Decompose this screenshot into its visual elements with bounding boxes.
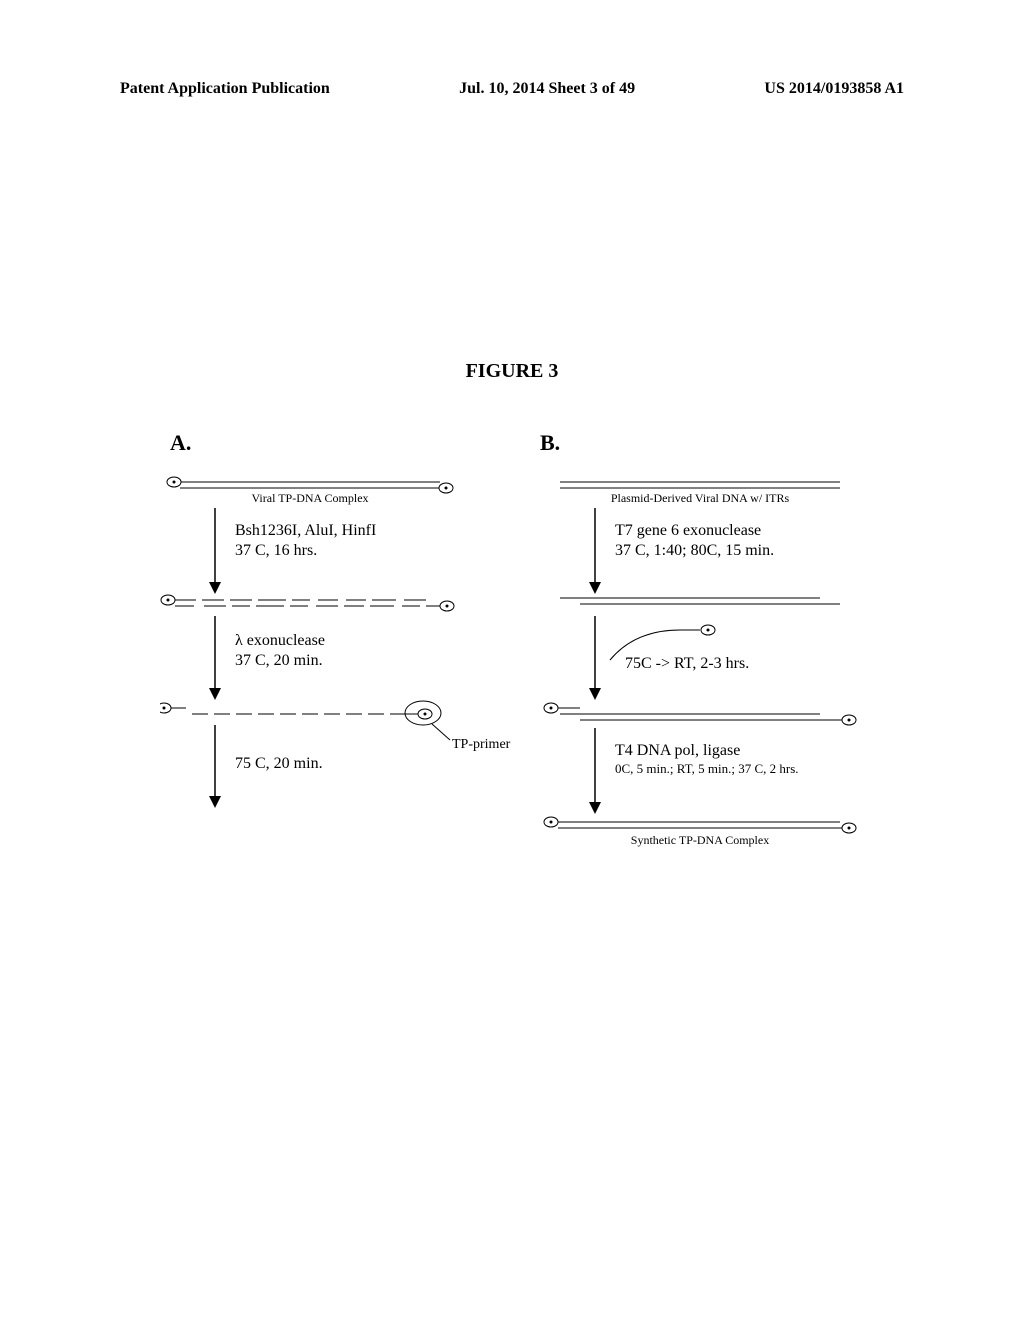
panel-a-step1-line2: 37 C, 16 hrs. bbox=[235, 542, 317, 559]
panel-a-fragmented-dna bbox=[161, 595, 454, 611]
figure-title: FIGURE 3 bbox=[0, 360, 1024, 383]
header-center: Jul. 10, 2014 Sheet 3 of 49 bbox=[459, 80, 635, 98]
panel-a-dna-label: Viral TP-DNA Complex bbox=[251, 491, 368, 505]
header-right: US 2014/0193858 A1 bbox=[764, 80, 904, 98]
panel-a-step3-line1: 75 C, 20 min. bbox=[235, 755, 323, 772]
header-left: Patent Application Publication bbox=[120, 80, 330, 98]
panel-b-step3-line2: 0C, 5 min.; RT, 5 min.; 37 C, 2 hrs. bbox=[615, 761, 799, 776]
panel-b-step1-line1: T7 gene 6 exonuclease bbox=[615, 522, 761, 539]
panel-b-dna-label: Plasmid-Derived Viral DNA w/ ITRs bbox=[611, 491, 790, 505]
panel-b-step3-line1: T4 DNA pol, ligase bbox=[615, 742, 740, 759]
panel-a-step2-line2: 37 C, 20 min. bbox=[235, 652, 323, 669]
panel-b-step1-line2: 37 C, 1:40; 80C, 15 min. bbox=[615, 542, 774, 559]
panel-b-annealed bbox=[544, 703, 856, 725]
diagram: A. Viral TP-DNA Complex Bsh1236I, AluI, … bbox=[160, 430, 880, 950]
panel-a-step2-line1: λ exonuclease bbox=[235, 632, 325, 649]
panel-a-ss-fragments bbox=[160, 701, 450, 740]
panel-b-label: B. bbox=[540, 430, 560, 455]
panel-b-step2-line1: 75C -> RT, 2-3 hrs. bbox=[625, 655, 749, 672]
panel-a-step1-line1: Bsh1236I, AluI, HinfI bbox=[235, 522, 376, 539]
panel-a-tp-primer-label: TP-primer bbox=[452, 737, 511, 752]
panel-a-label: A. bbox=[170, 430, 191, 455]
panel-b-final-label: Synthetic TP-DNA Complex bbox=[631, 833, 769, 847]
